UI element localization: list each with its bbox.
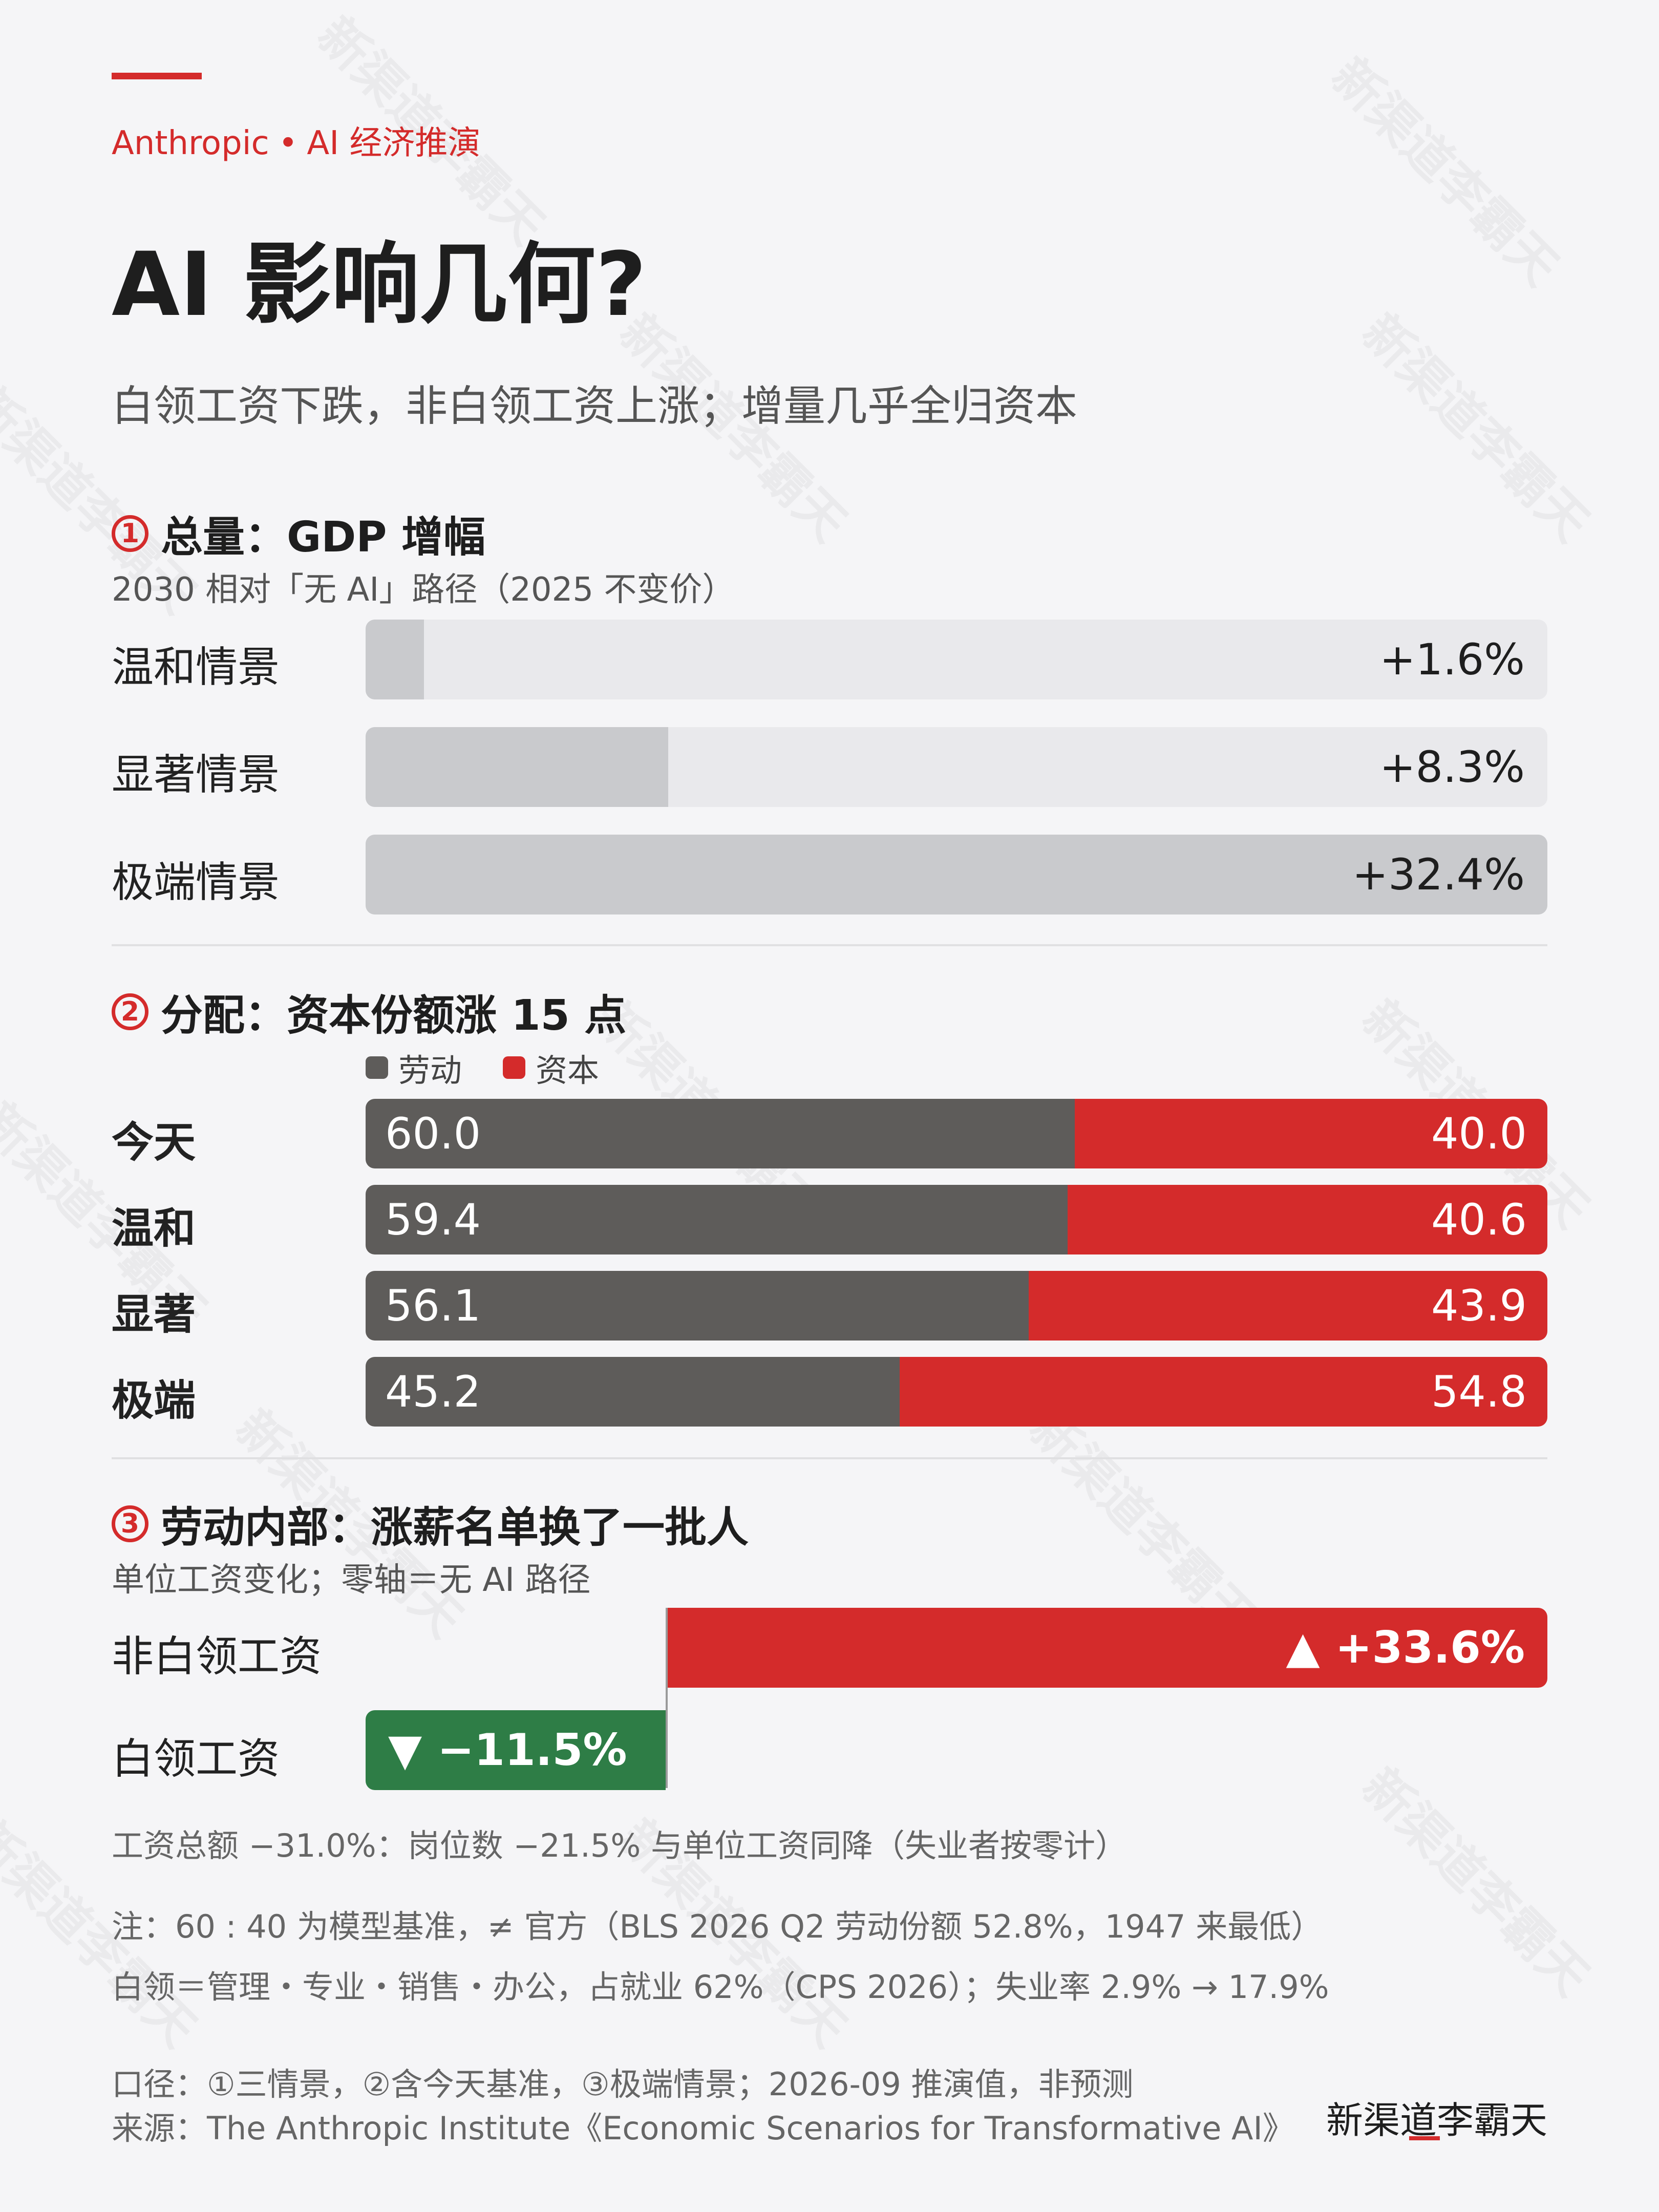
wage-bar-negative: ▼ −11.5%: [366, 1710, 666, 1790]
gdp-bar: [366, 620, 424, 699]
brand-logo: 新渠道李霸天: [1326, 2099, 1548, 2142]
page-subtitle: 白领工资下跌，非白领工资上涨；增量几乎全归资本: [112, 382, 1078, 431]
wage-bar-positive: ▲ +33.6%: [667, 1608, 1547, 1688]
split-category-label: 极端: [112, 1376, 196, 1425]
capital-segment: 43.9: [1028, 1271, 1547, 1341]
split-category-label: 今天: [112, 1118, 196, 1167]
watermark: 新渠道李霸天: [1318, 39, 1578, 299]
section-title: 总量：GDP 增幅: [161, 513, 486, 562]
capital-value-label: 54.8: [1431, 1367, 1527, 1417]
gdp-bar-track: +8.3%: [366, 727, 1547, 807]
section-3-subtitle: 单位工资变化；零轴＝无 AI 路径: [112, 1561, 591, 1599]
labor-value-label: 56.1: [385, 1281, 481, 1331]
capital-value-label: 43.9: [1431, 1281, 1527, 1331]
gdp-value-label: +1.6%: [1379, 634, 1525, 685]
section-number-badge: 1: [112, 515, 148, 552]
gdp-category-label: 温和情景: [112, 643, 280, 692]
capital-segment: 40.6: [1067, 1185, 1547, 1254]
legend-item-capital: 资本: [503, 1045, 599, 1091]
kicker-brand: Anthropic: [112, 124, 269, 162]
gdp-bar-track: +1.6%: [366, 620, 1547, 699]
legend-swatch: [503, 1056, 526, 1079]
source-note: 来源：The Anthropic Institute《Economic Scen…: [112, 2110, 1294, 2147]
capital-value-label: 40.6: [1431, 1195, 1527, 1245]
section-title: 劳动内部：涨薪名单换了一批人: [161, 1503, 749, 1552]
gdp-bar: [366, 835, 1547, 914]
accent-rule: [112, 73, 202, 79]
kicker-dot: •: [278, 124, 298, 162]
section-2-heading: 2 分配：资本份额涨 15 点: [112, 981, 626, 1042]
labor-segment: 59.4: [366, 1185, 1068, 1254]
section-1-heading: 1 总量：GDP 增幅: [112, 503, 485, 564]
gdp-bar-track: +32.4%: [366, 835, 1547, 914]
zero-axis: [666, 1608, 668, 1788]
gdp-value-label: +8.3%: [1379, 742, 1525, 792]
footnote-1: 注：60 : 40 为模型基准，≠ 官方（BLS 2026 Q2 劳动份额 52…: [112, 1908, 1323, 1945]
capital-segment: 54.8: [900, 1357, 1547, 1427]
capital-value-label: 40.0: [1431, 1109, 1527, 1159]
legend-label: 劳动: [398, 1052, 462, 1089]
labor-segment: 56.1: [366, 1271, 1029, 1341]
page-title: AI 影响几何?: [112, 233, 647, 336]
section-3-heading: 3 劳动内部：涨薪名单换了一批人: [112, 1493, 749, 1554]
wage-category-label: 非白领工资: [112, 1632, 322, 1681]
split-bar: 59.4 40.6: [366, 1185, 1547, 1254]
gdp-value-label: +32.4%: [1352, 849, 1525, 900]
section-1-subtitle: 2030 相对「无 AI」路径（2025 不变价）: [112, 571, 735, 609]
split-bar: 60.0 40.0: [366, 1099, 1547, 1168]
section-number-badge: 3: [112, 1505, 148, 1542]
split-category-label: 温和: [112, 1204, 196, 1253]
footnote-2: 白领＝管理・专业・销售・办公，占就业 62%（CPS 2026）；失业率 2.9…: [112, 1968, 1329, 2006]
labor-value-label: 45.2: [385, 1367, 481, 1417]
section-divider: [112, 1457, 1547, 1459]
split-category-label: 显著: [112, 1290, 196, 1339]
legend-label: 资本: [536, 1052, 600, 1089]
kicker-topic: AI 经济推演: [307, 124, 481, 162]
watermark: 新渠道李霸天: [1349, 295, 1608, 555]
split-bar: 56.1 43.9: [366, 1271, 1547, 1341]
scope-note: 口径：①三情景，②含今天基准，③极端情景；2026-09 推演值，非预测: [112, 2066, 1134, 2103]
brand-underline: [1409, 2136, 1440, 2140]
gdp-category-label: 显著情景: [112, 751, 280, 799]
kicker: Anthropic • AI 经济推演: [112, 117, 480, 164]
wage-value-label: ▼ −11.5%: [388, 1725, 627, 1776]
wage-category-label: 白领工资: [112, 1735, 280, 1783]
capital-segment: 40.0: [1074, 1099, 1547, 1168]
wage-value-label: ▲ +33.6%: [1286, 1622, 1525, 1673]
split-bar: 45.2 54.8: [366, 1357, 1547, 1427]
section-number-badge: 2: [112, 993, 148, 1030]
section-divider: [112, 944, 1547, 946]
legend-item-labor: 劳动: [366, 1045, 462, 1091]
legend: 劳动 资本: [366, 1045, 640, 1091]
legend-swatch: [366, 1056, 388, 1079]
labor-segment: 45.2: [366, 1357, 900, 1427]
watermark: 新渠道李霸天: [1349, 1750, 1608, 2009]
gdp-category-label: 极端情景: [112, 858, 280, 907]
wage-total-note: 工资总额 −31.0%：岗位数 −21.5% 与单位工资同降（失业者按零计）: [112, 1827, 1127, 1864]
labor-value-label: 60.0: [385, 1109, 481, 1159]
section-title: 分配：资本份额涨 15 点: [161, 991, 627, 1040]
labor-value-label: 59.4: [385, 1195, 481, 1245]
gdp-bar: [366, 727, 669, 807]
labor-segment: 60.0: [366, 1099, 1075, 1168]
